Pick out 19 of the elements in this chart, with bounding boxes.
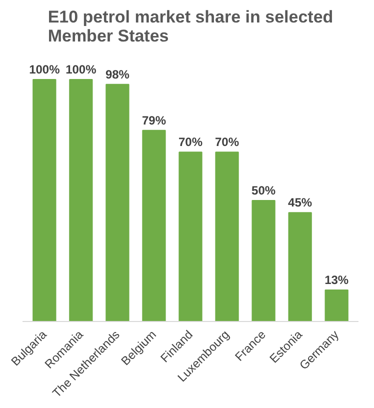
bar (215, 152, 239, 322)
data-label: 13% (324, 273, 349, 288)
data-label: 100% (66, 62, 97, 77)
bar (252, 200, 276, 322)
bar (324, 290, 348, 322)
bar (106, 84, 130, 322)
bar (32, 79, 56, 322)
bar (288, 212, 312, 322)
bar (178, 152, 202, 322)
data-label: 98% (105, 67, 130, 82)
data-label: 79% (142, 113, 166, 128)
bar (69, 79, 93, 322)
bar (142, 130, 166, 322)
data-label: 100% (29, 62, 60, 77)
chart-title: E10 petrol market share in selected Member States (48, 8, 334, 46)
data-label: 50% (252, 184, 276, 198)
data-label: 70% (215, 135, 240, 150)
data-label: 70% (178, 135, 203, 150)
data-label: 45% (288, 196, 312, 210)
